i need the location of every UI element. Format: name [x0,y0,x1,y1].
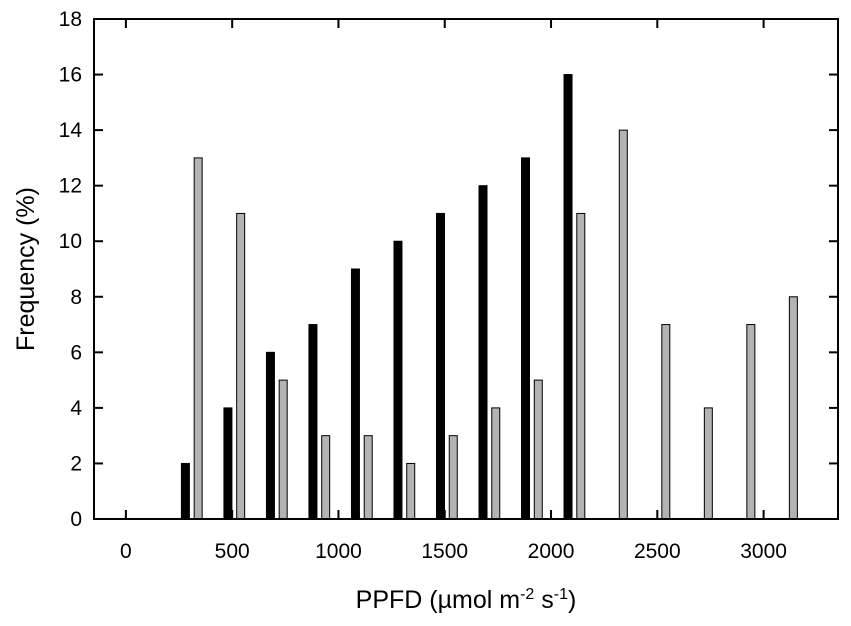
bar-series2-12 [661,324,671,520]
bars-layer [180,74,798,520]
y-tick-label: 10 [59,230,82,253]
bar-series2-11 [618,129,628,520]
bar-series2-2 [236,212,246,520]
x-axis-title-sup2: -1 [554,586,568,603]
bar-series1-8 [478,185,488,520]
bar-series2-4 [321,435,331,520]
bar-series1-4 [308,324,318,520]
y-tick-label: 0 [70,508,82,531]
bar-series1-1 [180,462,190,520]
y-tick-label: 4 [70,397,82,420]
x-tick-label: 3000 [740,540,787,563]
x-axis-title-end: ) [568,586,576,614]
x-tick-label: 2500 [634,540,681,563]
bar-series1-9 [521,157,531,520]
bar-series2-7 [448,435,458,520]
y-tick-label: 2 [70,452,82,475]
x-axis-title: PPFD (µmol m-2 s-1) [356,586,577,614]
bar-series1-5 [350,268,360,520]
bar-series2-1 [193,157,203,520]
x-tick-label: 1000 [315,540,362,563]
bar-series1-6 [393,240,403,520]
x-axis-title-main: PPFD (µmol m [356,586,520,614]
x-axis-title-mid: s [534,586,553,614]
bar-series2-15 [788,296,798,520]
bar-series2-9 [533,379,543,520]
bar-series1-7 [435,212,445,520]
plot-frame [93,18,839,520]
ticks-layer: 0 2 4 6 8 10 12 14 16 18 0 500 1000 1500 2000 2500 3000 [59,8,838,563]
bar-series1-10 [563,74,573,520]
bar-series1-2 [223,407,233,520]
bar-series1-3 [265,351,275,520]
x-tick-label: 2000 [528,540,575,563]
x-axis-title-sup1: -2 [520,586,534,603]
x-tick-label: 1500 [421,540,468,563]
y-tick-label: 14 [59,119,83,142]
y-tick-label: 16 [59,64,82,87]
y-tick-label: 8 [70,286,82,309]
y-tick-label: 6 [70,341,82,364]
x-tick-label: 0 [120,540,132,563]
y-tick-label: 12 [59,175,82,198]
bar-series2-8 [491,407,501,520]
y-axis-title: Frequency (%) [12,187,40,351]
bar-series2-5 [363,435,373,520]
bar-series2-3 [278,379,288,520]
x-tick-label: 500 [215,540,250,563]
bar-series2-14 [746,324,756,520]
bar-series2-6 [406,462,416,520]
bar-series2-10 [576,212,586,520]
y-tick-label: 18 [59,8,82,31]
bar-series2-13 [703,407,713,520]
